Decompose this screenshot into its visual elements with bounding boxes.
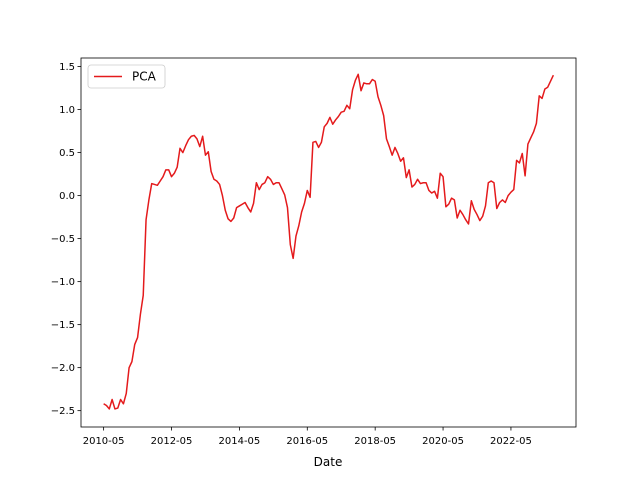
- data-line: [103, 73, 555, 410]
- x-tick-label: 2018-05: [354, 436, 396, 447]
- legend-box: [87, 64, 166, 89]
- y-tick-label: 1.5: [59, 62, 75, 73]
- y-tick-label: 1.0: [59, 105, 75, 116]
- y-tick-label: 0.0: [59, 191, 75, 202]
- y-tick-label: −2.5: [51, 406, 75, 417]
- x-tick-label: 2012-05: [151, 436, 193, 447]
- x-tick-label: 2016-05: [286, 436, 328, 447]
- x-tick-label: 2014-05: [219, 436, 261, 447]
- x-tick-label: 2020-05: [422, 436, 464, 447]
- y-tick-label: −2.0: [51, 363, 75, 374]
- x-tick-label: 2010-05: [83, 436, 125, 447]
- y-tick-label: 0.5: [59, 148, 75, 159]
- x-axis-label: Date: [314, 455, 343, 469]
- legend-label: PCA: [132, 70, 157, 84]
- y-tick-label: −0.5: [51, 234, 75, 245]
- axes-frame: [80, 57, 577, 428]
- x-tick-label: 2022-05: [490, 436, 532, 447]
- y-tick-label: −1.5: [51, 320, 75, 331]
- y-tick-label: −1.0: [51, 277, 75, 288]
